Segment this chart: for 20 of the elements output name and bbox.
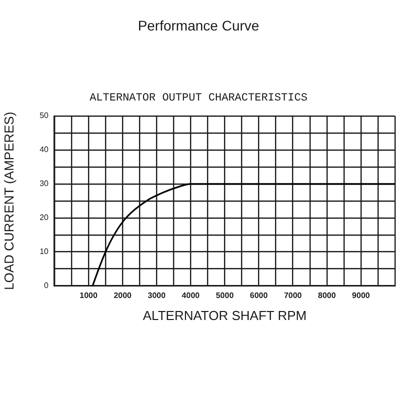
- y-tick-label: 10: [40, 247, 50, 256]
- y-tick-label: 50: [40, 111, 50, 120]
- line-series: [92, 183, 395, 286]
- x-axis-title: ALTERNATOR SHAFT RPM: [142, 308, 307, 323]
- x-tick-label: 1000: [80, 290, 98, 300]
- x-tick-label: 9000: [352, 290, 370, 300]
- x-tick-label: 6000: [250, 290, 268, 300]
- x-tick-label: 2000: [114, 290, 132, 300]
- x-tick-label: 8000: [318, 290, 336, 300]
- y-tick-label: 40: [40, 145, 50, 154]
- x-tick-label: 3000: [148, 290, 166, 300]
- y-tick-label: 30: [40, 179, 50, 188]
- chart-subtitle: ALTERNATOR OUTPUT CHARACTERISTICS: [90, 92, 308, 104]
- x-tick-label: 7000: [284, 290, 302, 300]
- chart-title: Performance Curve: [138, 17, 260, 34]
- x-tick-label: 5000: [216, 290, 234, 300]
- x-tick-label: 4000: [182, 290, 200, 300]
- y-axis-title: LOAD CURRENT (AMPERES): [1, 112, 16, 290]
- y-tick-label: 20: [40, 213, 50, 222]
- y-tick-label: 0: [44, 281, 50, 290]
